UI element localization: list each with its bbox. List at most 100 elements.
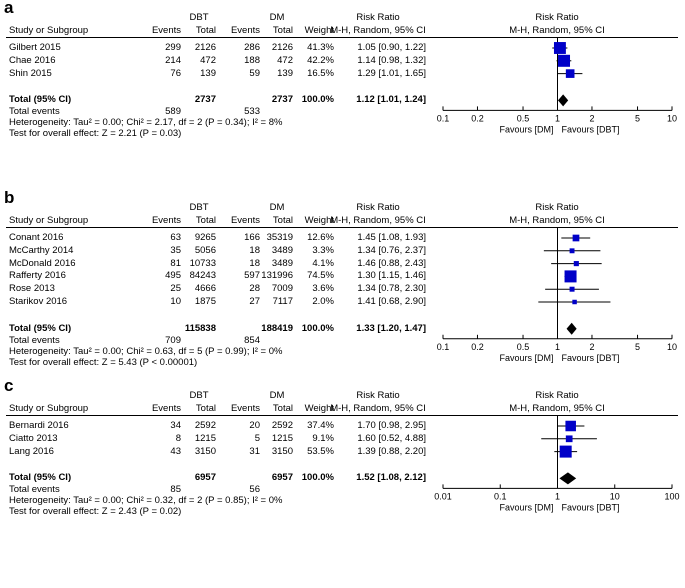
study-exp-total: 84243	[189, 270, 216, 282]
study-risk-ratio: 1.29 [1.01, 1.65]	[357, 67, 426, 79]
x-axis-tick-label: 0.2	[471, 113, 484, 123]
study-weight: 3.6%	[312, 283, 334, 295]
study-exp-total: 1875	[194, 296, 216, 307]
panel-label: a	[4, 0, 14, 17]
point-estimate-square	[565, 69, 575, 78]
study-risk-ratio: 1.34 [0.76, 2.37]	[357, 244, 426, 256]
study-exp-total: 3150	[194, 445, 216, 457]
study-ctrl-total: 35319	[266, 232, 293, 243]
study-name: Ciatto 2013	[9, 432, 58, 444]
total-events-ctrl: 56	[249, 484, 260, 496]
study-exp-events: 214	[165, 54, 181, 66]
header-rule	[6, 37, 678, 38]
x-axis-tick-label: 10	[610, 491, 620, 501]
point-estimate-square	[572, 299, 577, 305]
study-exp-total: 2592	[194, 420, 216, 431]
x-axis-tick-label: 10	[667, 113, 677, 123]
point-estimate-square	[559, 445, 572, 458]
total-events-label: Total events	[9, 106, 60, 118]
study-ctrl-events: 59	[249, 67, 260, 79]
x-axis-tick-label: 0.5	[517, 113, 530, 123]
study-ctrl-events: 27	[249, 296, 260, 307]
forest-panel-a: a DBT DM Risk Ratio Risk Ratio Study or Subgr…	[0, 0, 685, 190]
point-estimate-square	[573, 261, 579, 267]
favours-right-label: Favours [DBT]	[562, 353, 620, 363]
study-ctrl-events: 28	[249, 283, 260, 295]
total-exp: 2737	[194, 94, 216, 106]
study-ctrl-events: 597	[244, 270, 260, 282]
panel-label: c	[4, 376, 14, 395]
x-axis-tick-label: 0.01	[434, 491, 452, 501]
total-events-exp: 589	[165, 106, 181, 118]
point-estimate-square	[572, 234, 580, 242]
study-exp-events: 81	[170, 257, 181, 269]
plot-header-method: M-H, Random, 95% CI	[509, 403, 605, 414]
heterogeneity-text: Heterogeneity: Tau² = 0.00; Chi² = 0.63,…	[9, 345, 283, 357]
panel-label: b	[4, 188, 15, 207]
column-header-weight: Weight	[304, 25, 334, 36]
study-name: Bernardi 2016	[9, 420, 69, 431]
point-estimate-square	[565, 420, 576, 432]
study-risk-ratio: 1.45 [1.08, 1.93]	[357, 232, 426, 243]
forest-panel-c: c DBT DM Risk Ratio Risk Ratio Study or Subgr…	[0, 376, 685, 568]
column-header-exp-events: Events	[151, 403, 181, 414]
point-estimate-square	[565, 435, 573, 443]
study-exp-events: 43	[170, 445, 181, 457]
total-events-exp: 709	[165, 334, 181, 346]
total-events-label: Total events	[9, 484, 60, 496]
favours-left-label: Favours [DM]	[499, 124, 553, 134]
column-header-weight: Weight	[304, 215, 334, 226]
total-events-exp: 85	[170, 484, 181, 496]
x-axis-tick-label: 1	[555, 113, 560, 123]
column-header-study: Study or Subgroup	[9, 403, 89, 414]
study-ctrl-total: 3150	[271, 445, 293, 457]
study-weight: 2.0%	[312, 296, 334, 307]
group-header-exp: DBT	[189, 390, 209, 401]
study-ctrl-total: 2126	[271, 42, 293, 53]
rr-header-title: Risk Ratio	[356, 12, 400, 23]
plot-header-title: Risk Ratio	[535, 12, 579, 23]
heterogeneity-text: Heterogeneity: Tau² = 0.00; Chi² = 2.17,…	[9, 117, 283, 129]
study-exp-events: 495	[165, 270, 181, 282]
study-ctrl-total: 2592	[271, 420, 293, 431]
overall-effect-text: Test for overall effect: Z = 2.21 (P = 0…	[9, 128, 182, 140]
x-axis-tick-label: 0.1	[437, 113, 450, 123]
x-axis-tick-label: 0.1	[437, 342, 450, 352]
group-header-exp: DBT	[189, 12, 209, 23]
study-risk-ratio: 1.39 [0.88, 2.20]	[357, 445, 426, 457]
study-ctrl-events: 18	[249, 257, 260, 269]
study-ctrl-events: 20	[249, 420, 260, 431]
study-exp-events: 35	[170, 244, 181, 256]
study-ctrl-total: 1215	[271, 432, 293, 444]
study-ctrl-total: 3489	[271, 257, 293, 269]
pooled-estimate-diamond	[566, 322, 577, 335]
column-header-exp-events: Events	[151, 25, 181, 36]
study-name: Chae 2016	[9, 54, 56, 66]
total-events-label: Total events	[9, 334, 60, 346]
study-risk-ratio: 1.05 [0.90, 1.22]	[357, 42, 426, 53]
column-header-rr-method: M-H, Random, 95% CI	[330, 403, 426, 414]
total-events-ctrl: 533	[244, 106, 260, 118]
favours-left-label: Favours [DM]	[499, 353, 553, 363]
column-header-rr-method: M-H, Random, 95% CI	[330, 215, 426, 226]
total-row-label: Total (95% CI)	[9, 322, 72, 334]
heterogeneity-text: Heterogeneity: Tau² = 0.00; Chi² = 0.32,…	[9, 495, 283, 507]
study-ctrl-total: 472	[277, 54, 293, 66]
study-name: Shin 2015	[9, 67, 52, 79]
total-weight: 100.0%	[301, 322, 334, 334]
plot-header-method: M-H, Random, 95% CI	[509, 215, 605, 226]
study-name: Starikov 2016	[9, 296, 68, 307]
x-axis-tick-label: 5	[635, 113, 640, 123]
study-exp-events: 76	[170, 67, 181, 79]
column-header-study: Study or Subgroup	[9, 25, 89, 36]
favours-right-label: Favours [DBT]	[562, 124, 620, 134]
x-axis-tick-label: 100	[664, 491, 679, 501]
study-name: McDonald 2016	[9, 257, 76, 269]
x-axis-tick-label: 10	[667, 342, 677, 352]
study-exp-total: 9265	[194, 232, 216, 243]
total-ctrl: 2737	[271, 94, 293, 106]
study-weight: 53.5%	[307, 445, 334, 457]
column-header-ctrl-total: Total	[272, 215, 293, 226]
x-axis-tick-label: 2	[589, 342, 594, 352]
study-exp-events: 63	[170, 232, 181, 243]
